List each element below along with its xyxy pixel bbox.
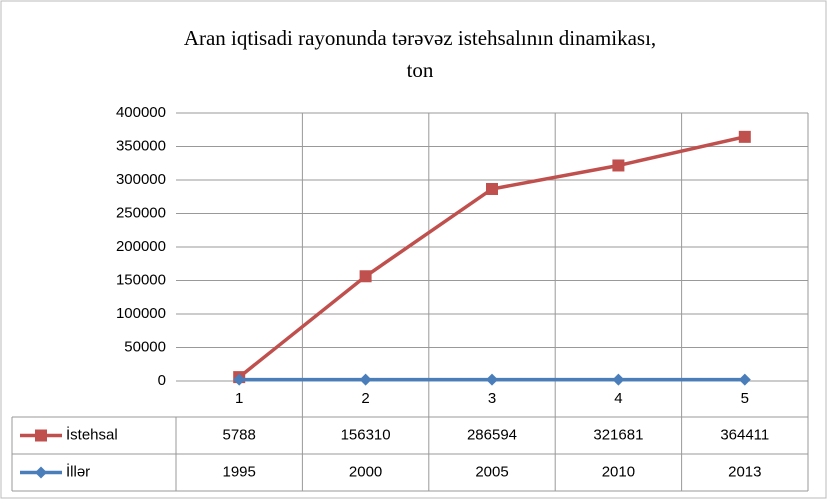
x-tick-label: 3 (488, 390, 496, 407)
x-tick-label: 2 (361, 390, 369, 407)
point (233, 373, 246, 386)
y-tick-label: 100000 (116, 305, 166, 322)
y-tick-label: 300000 (116, 171, 166, 188)
legend-label: İstehsal (66, 425, 118, 443)
table-cell: 2013 (728, 463, 761, 480)
table-cell: 1995 (223, 463, 256, 480)
x-tick-label: 1 (235, 390, 243, 407)
table-cell: 2000 (349, 463, 382, 480)
point (359, 270, 372, 283)
y-tick-label: 400000 (116, 104, 166, 121)
y-tick-label: 0 (158, 372, 166, 389)
chart-title: ton (407, 58, 434, 82)
y-tick-label: 200000 (116, 238, 166, 255)
y-tick-label: 50000 (124, 338, 166, 355)
x-tick-label: 5 (741, 390, 749, 407)
table-cell: 321681 (593, 426, 643, 443)
legend-marker (35, 466, 47, 479)
table-cell: 364411 (720, 426, 769, 443)
point (612, 159, 625, 172)
y-tick-label: 350000 (116, 137, 166, 154)
table-cell: 156310 (341, 426, 391, 443)
table-cell: 286594 (467, 426, 517, 443)
table-cell: 5788 (223, 426, 256, 443)
point (738, 130, 751, 143)
point (359, 373, 372, 386)
point (486, 373, 498, 386)
point (486, 182, 498, 195)
point (738, 373, 751, 386)
legend-label: İllər (66, 462, 90, 480)
y-tick-label: 150000 (116, 271, 166, 288)
y-tick-label: 250000 (116, 204, 166, 221)
x-tick-label: 4 (614, 390, 622, 407)
legend-marker (35, 429, 47, 442)
point (612, 373, 625, 386)
table-cell: 2005 (475, 463, 508, 480)
table-cell: 2010 (602, 463, 635, 480)
chart-title: Aran iqtisadi rayonunda tərəvəz istehsal… (184, 26, 656, 50)
